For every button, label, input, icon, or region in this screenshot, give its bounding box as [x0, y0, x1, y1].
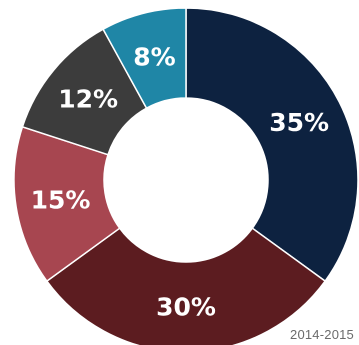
donut-slice-5: [102, 7, 187, 110]
slice-labels: 35% 30% 15% 12% 8%: [31, 42, 329, 321]
slice-label-2: 30%: [156, 293, 216, 322]
period-label: 2014-2015: [290, 327, 354, 342]
donut-slices: [13, 7, 359, 345]
slice-label-4: 12%: [58, 85, 118, 114]
slice-label-3: 15%: [31, 185, 91, 214]
slice-label-5: 8%: [133, 42, 175, 71]
donut-slice-1: [185, 7, 359, 283]
donut-slice-2: [45, 227, 327, 345]
slice-label-1: 35%: [269, 108, 329, 137]
